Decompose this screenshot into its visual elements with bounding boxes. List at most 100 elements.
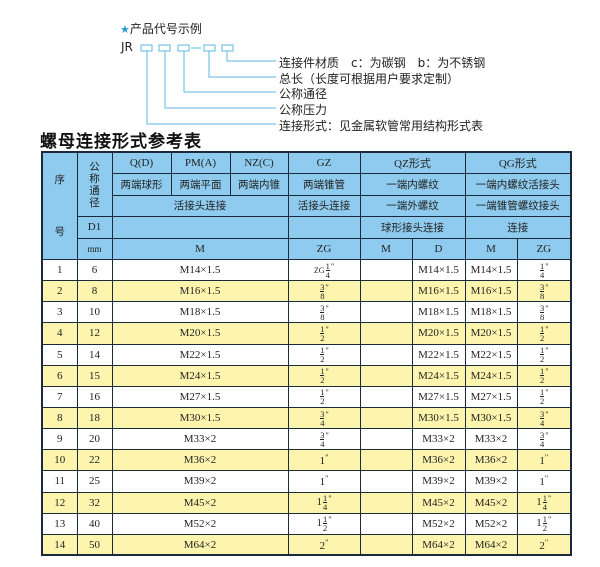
fraction-numerator: 3	[540, 281, 545, 292]
cell-qz-m	[359, 343, 413, 366]
header-type: NZ(C)	[229, 151, 289, 174]
cell-qz-d: M20×1.5	[411, 322, 466, 345]
inch-mark: "	[325, 282, 329, 292]
label-connection: 连接形式：见金属软管常用结构形式表	[279, 119, 484, 133]
cell-qz-m	[359, 449, 413, 472]
fraction-numerator: 1	[320, 366, 325, 377]
inch-mark: "	[545, 409, 549, 419]
label-length: 总长（长度可根据用户要求定制）	[279, 72, 460, 86]
inch-whole: 1	[319, 476, 326, 489]
header-type: PM(A)	[170, 151, 231, 174]
cell-no: 6	[41, 364, 78, 387]
fraction-denominator: 4	[320, 438, 325, 449]
header-desc: 两端锥管	[287, 173, 361, 196]
fraction-denominator: 2	[320, 332, 325, 343]
cell-m: M45×2	[111, 491, 289, 514]
cell-dn: 20	[76, 428, 113, 451]
inch-mark: "	[548, 515, 552, 525]
code-box-diameter	[177, 44, 190, 52]
cell-qg-zg: 1 1 4 "	[516, 491, 572, 514]
cell-qz-m	[359, 364, 413, 387]
fraction-denominator: 2	[540, 396, 545, 407]
fraction-denominator: 4	[325, 269, 330, 280]
cell-no: 11	[41, 470, 78, 493]
fraction-numerator: 3	[320, 302, 325, 313]
inch-whole: 2	[539, 539, 545, 552]
cell-dn: 15	[76, 364, 113, 387]
cell-dn: 14	[76, 343, 113, 366]
cell-gz-zg: ZG 1 4 "	[287, 258, 361, 282]
cell-gz-zg: 1 2 "	[287, 322, 361, 345]
cell-qg-zg: 1 2 "	[516, 343, 572, 366]
header-type: Q(D)	[111, 151, 172, 174]
cell-qg-zg: 2"	[516, 533, 572, 556]
inch-mark: "	[544, 474, 549, 484]
inch-whole: 1	[316, 496, 322, 509]
label-diameter: 公称通径	[279, 87, 328, 101]
fraction-numerator: 1	[540, 260, 545, 271]
cell-qz-d: M30×1.5	[411, 406, 466, 430]
table-row: 11 25 M39×2 1" M39×2 M39×2 1"	[41, 470, 572, 493]
cell-qz-d: M24×1.5	[411, 364, 466, 387]
cell-qz-d: M45×2	[411, 491, 466, 514]
fraction-numerator: 1	[542, 514, 548, 525]
inch-mark: "	[545, 346, 549, 356]
inch-mark: "	[545, 430, 549, 440]
cell-qg-m: M64×2	[464, 533, 518, 556]
cell-qg-zg: 3 8 "	[516, 301, 572, 324]
fraction-denominator: 4	[322, 502, 328, 513]
header-mm: mm	[76, 237, 113, 260]
cell-gz-zg: 1 2 "	[287, 385, 361, 408]
table-row: 2 8 M16×1.5 3 8 " M16×1.5 M16×1.5 3 8 "	[41, 280, 572, 303]
header-unit: M	[111, 237, 289, 260]
cell-qg-m: M52×2	[464, 512, 518, 535]
fraction-numerator: 3	[320, 281, 325, 292]
header-type: QG形式	[464, 151, 572, 174]
cell-qg-m: M27×1.5	[464, 385, 518, 408]
inch-whole: 1	[539, 476, 545, 489]
cell-qz-m	[359, 406, 413, 430]
cell-qg-m: M30×1.5	[464, 406, 518, 430]
nut-connection-table: 序 号 公 称 通 径 Q(D) PM(A) NZ(C) GZ QZ形式 QG形…	[41, 151, 573, 557]
cell-no: 5	[41, 343, 78, 366]
code-box-material	[221, 44, 234, 52]
inch-mark: "	[545, 303, 549, 313]
table-row: 10 22 M36×2 1" M36×2 M36×2 1"	[41, 449, 572, 472]
inch-whole: 2	[319, 539, 326, 552]
fraction-denominator: 2	[320, 396, 325, 407]
fraction-denominator: 8	[540, 290, 545, 301]
cell-qz-d: M18×1.5	[411, 301, 466, 324]
fraction-numerator: 1	[540, 366, 545, 377]
inch-mark: "	[545, 367, 549, 377]
cell-dn: 6	[76, 258, 113, 282]
cell-m: M36×2	[111, 449, 289, 472]
cell-m: M33×2	[111, 428, 289, 451]
inch-mark: "	[325, 537, 329, 547]
inch-whole: 1	[319, 455, 326, 468]
cell-gz-zg: 3 4 "	[287, 406, 361, 430]
table-row: 13 40 M52×2 1 1 2 " M52×2 M52×2 1 1 2 "	[41, 512, 572, 535]
inch-mark: "	[545, 261, 549, 271]
fraction-denominator: 8	[320, 311, 325, 322]
fraction-numerator: 3	[540, 408, 545, 419]
cell-dn: 40	[76, 512, 113, 535]
inch-mark: "	[330, 261, 335, 271]
header-desc	[111, 216, 289, 239]
cell-qg-m: M16×1.5	[464, 280, 518, 303]
cell-dn: 12	[76, 322, 113, 345]
cell-qz-m	[359, 385, 413, 408]
cell-dn: 10	[76, 301, 113, 324]
cell-dn: 8	[76, 280, 113, 303]
cell-qg-zg: 3 4 "	[516, 428, 572, 451]
cell-gz-zg: 3 4 "	[287, 428, 361, 451]
cell-qz-m	[359, 301, 413, 324]
fraction-denominator: 4	[540, 438, 545, 449]
